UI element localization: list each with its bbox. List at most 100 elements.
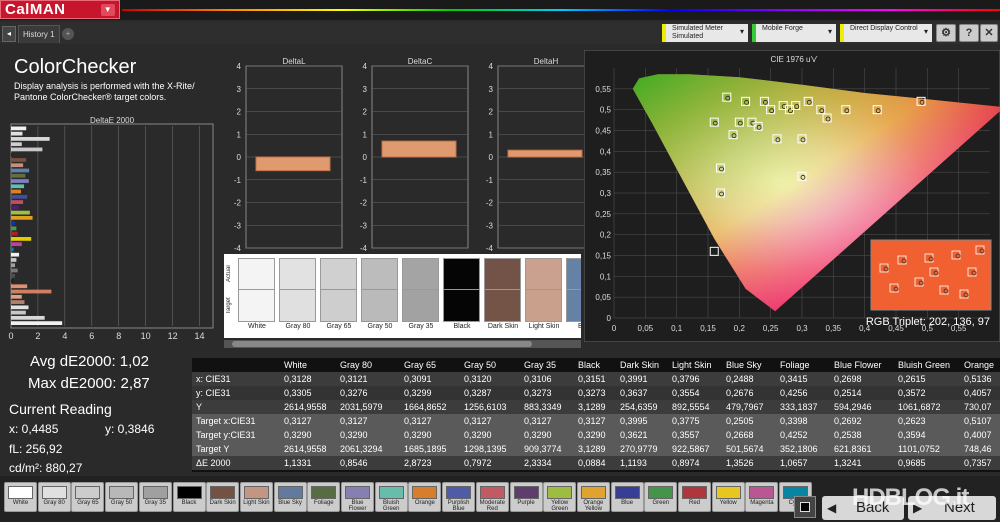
swatch-target: [443, 290, 480, 322]
column-header: Gray 35: [524, 360, 557, 370]
avg-de2000: Avg dE2000: 1,02: [30, 353, 149, 370]
source-dropdown[interactable]: Mobile Forge ▾: [752, 24, 836, 42]
back-button[interactable]: ◀ Back: [822, 496, 904, 520]
patch-button[interactable]: Gray 50: [105, 482, 139, 512]
patch-button[interactable]: Yellow Green: [543, 482, 577, 512]
delta-tick: -3: [234, 221, 242, 230]
scrollbar-thumb[interactable]: [232, 341, 532, 347]
patch-label: Yellow Green: [551, 500, 569, 512]
delta-tick: 4: [363, 62, 368, 71]
spectral-locus-tint: [632, 74, 1000, 312]
patch-button[interactable]: Purple: [509, 482, 543, 512]
de2000-tick: 12: [168, 331, 178, 341]
stop-button[interactable]: [794, 496, 816, 518]
cie-measured-marker: [800, 137, 806, 143]
patch-button[interactable]: Gray 80: [37, 482, 71, 512]
back-arrow-icon: ◀: [827, 501, 837, 515]
logo-menu-icon[interactable]: ▼: [101, 4, 115, 16]
patch-button[interactable]: Gray 35: [138, 482, 172, 512]
patch-button[interactable]: Dark Skin: [206, 482, 240, 512]
patch-color: [210, 486, 236, 499]
patch-button[interactable]: Green: [644, 482, 678, 512]
patch-button[interactable]: Blue Flower: [341, 482, 374, 512]
cie-xtick: 0,5: [922, 324, 934, 333]
cie-target-marker: [872, 105, 882, 115]
swatch-actual: [279, 258, 316, 290]
page-description: Display analysis is performed with the X…: [14, 81, 195, 102]
patch-button[interactable]: Yellow: [711, 482, 745, 512]
patch-button[interactable]: Orange Yellow: [576, 482, 610, 512]
table-cell: 1664,8652: [404, 402, 447, 412]
cie-target-marker: [766, 105, 776, 115]
cie-target-marker: [772, 134, 782, 144]
next-button[interactable]: ▶ Next: [908, 496, 996, 520]
patch-button[interactable]: Light Skin: [239, 482, 273, 512]
table-cell: 2,3334: [524, 458, 552, 468]
table-cell: 0,9685: [898, 458, 926, 468]
patch-button[interactable]: Blue: [610, 482, 644, 512]
patch-button[interactable]: Blue Sky: [273, 482, 307, 512]
column-header: Blue Flower: [834, 360, 882, 370]
de2000-bar: [11, 179, 29, 183]
delta-tick: -3: [360, 221, 368, 230]
patch-button[interactable]: Orange: [408, 482, 442, 512]
source-name: Mobile Forge: [762, 25, 803, 32]
patch-button[interactable]: Gray 65: [71, 482, 105, 512]
help-button[interactable]: ?: [959, 24, 979, 42]
de2000-bar: [11, 289, 52, 294]
swatch-panel: Actual Target White Gray 80 Gray 65 Gray 50…: [224, 254, 581, 338]
table-cell: 1298,1395: [464, 444, 507, 454]
cie-xtick: 0,15: [700, 324, 716, 333]
cie-measured-marker: [919, 99, 925, 105]
de2000-bar: [11, 210, 30, 215]
table-cell: 0,3572: [898, 388, 926, 398]
cie-target-marker: [734, 117, 744, 127]
delta-tick: -1: [486, 176, 494, 185]
cie-ytick: 0: [607, 314, 612, 323]
add-tab-icon[interactable]: +: [62, 28, 74, 40]
table-cell: 0,3127: [524, 416, 552, 426]
cie-measured-marker: [819, 108, 825, 114]
reading-y: y: 0,3846: [105, 422, 155, 436]
de2000-tick: 6: [89, 331, 94, 341]
swatch-target: [484, 290, 521, 322]
tab-history-1[interactable]: History 1: [18, 25, 60, 43]
table-cell: 730,07: [964, 402, 992, 412]
patch-color: [243, 486, 269, 499]
swatch-scrollbar[interactable]: [224, 340, 581, 348]
table-cell: 0,3398: [780, 416, 808, 426]
column-header: Gray 65: [404, 360, 437, 370]
close-button[interactable]: ✕: [980, 24, 998, 42]
settings-button[interactable]: ⚙: [936, 24, 956, 42]
de2000-bar: [11, 247, 14, 252]
patch-button[interactable]: Purplish Blue: [442, 482, 476, 512]
cie-ytick: 0,3: [600, 189, 612, 198]
swatch-actual: [443, 258, 480, 290]
chevron-down-icon: ▾: [827, 27, 832, 36]
app-logo[interactable]: CalMAN ▼: [0, 0, 120, 19]
swatch-label: Gray 50: [367, 323, 393, 330]
tab-scroll-left-icon[interactable]: ◂: [2, 26, 16, 42]
patch-button[interactable]: Bluish Green: [374, 482, 408, 512]
de2000-bar: [11, 126, 27, 131]
cie-xtick: 0,3: [796, 324, 808, 333]
table-cell: 0,7357: [964, 458, 992, 468]
display-dropdown[interactable]: Direct Display Control ▾: [840, 24, 932, 42]
delta-tick: 3: [489, 85, 494, 94]
patch-button[interactable]: Magenta: [745, 482, 779, 512]
patch-button[interactable]: Moderate Red: [475, 482, 509, 512]
de2000-bar: [11, 215, 33, 220]
cie-measured-marker: [875, 108, 881, 114]
patch-button[interactable]: Foliage: [307, 482, 341, 512]
table-cell: 0,2514: [834, 388, 862, 398]
patch-button[interactable]: Black: [172, 482, 206, 512]
table-cell: x: CIE31: [196, 374, 231, 384]
table-cell: 0,3127: [404, 416, 432, 426]
swatch-actual: [320, 258, 357, 290]
patch-button[interactable]: Red: [678, 482, 711, 512]
patch-button[interactable]: White: [4, 482, 37, 512]
cie-target-marker: [841, 105, 851, 115]
patch-color: [682, 486, 707, 499]
patch-color: [142, 486, 168, 499]
meter-dropdown[interactable]: Simulated Meter Simulated ▾: [662, 24, 748, 42]
